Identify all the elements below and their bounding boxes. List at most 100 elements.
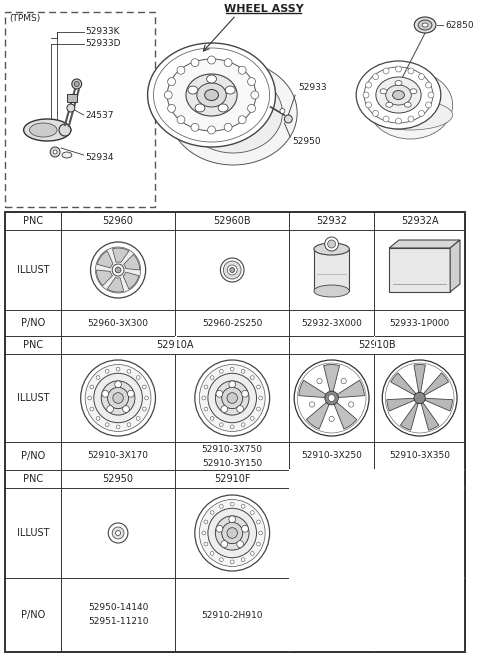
Circle shape [108, 387, 129, 409]
Circle shape [112, 264, 124, 276]
Circle shape [419, 74, 424, 80]
Circle shape [238, 115, 246, 123]
Circle shape [177, 115, 185, 123]
Text: P/NO: P/NO [21, 610, 45, 620]
Polygon shape [421, 403, 439, 430]
Text: 52910-3X170: 52910-3X170 [87, 451, 149, 461]
Ellipse shape [169, 61, 297, 165]
Circle shape [90, 407, 94, 411]
Text: 52910B: 52910B [359, 340, 396, 350]
Polygon shape [423, 373, 448, 395]
Circle shape [241, 558, 245, 562]
Circle shape [116, 531, 120, 535]
Ellipse shape [24, 119, 71, 141]
Text: 52933: 52933 [298, 82, 327, 92]
Text: 52950: 52950 [292, 137, 321, 147]
Text: ILLUST: ILLUST [17, 528, 49, 538]
Text: 52950-14140: 52950-14140 [88, 603, 148, 612]
Circle shape [221, 541, 228, 548]
Circle shape [105, 370, 109, 373]
Circle shape [219, 504, 223, 508]
Bar [67, 94, 77, 102]
Circle shape [230, 267, 235, 273]
Text: PNC: PNC [23, 340, 43, 350]
Circle shape [366, 82, 372, 88]
Ellipse shape [188, 86, 198, 94]
Ellipse shape [197, 83, 226, 107]
Circle shape [219, 558, 223, 562]
Circle shape [204, 542, 208, 546]
Circle shape [53, 150, 57, 154]
Bar [389, 248, 450, 292]
Circle shape [408, 68, 414, 74]
Bar [175, 336, 177, 354]
Ellipse shape [410, 89, 417, 94]
Circle shape [220, 258, 244, 282]
Polygon shape [425, 398, 453, 411]
Circle shape [329, 416, 334, 422]
Circle shape [237, 541, 243, 548]
Polygon shape [389, 240, 460, 248]
Text: 52932: 52932 [316, 216, 347, 226]
Circle shape [204, 520, 208, 524]
Ellipse shape [314, 285, 349, 297]
Polygon shape [391, 373, 416, 395]
Polygon shape [334, 403, 357, 429]
Circle shape [127, 370, 131, 373]
Ellipse shape [386, 85, 411, 105]
Circle shape [284, 115, 292, 123]
Circle shape [257, 542, 260, 546]
Circle shape [208, 56, 216, 64]
Text: 52910-3X250: 52910-3X250 [301, 451, 362, 461]
Circle shape [90, 385, 94, 389]
Ellipse shape [186, 74, 237, 116]
Circle shape [248, 104, 255, 112]
Circle shape [294, 360, 369, 436]
Circle shape [280, 108, 285, 114]
Circle shape [328, 240, 336, 248]
Text: PNC: PNC [23, 216, 43, 226]
Ellipse shape [368, 100, 453, 130]
Ellipse shape [393, 90, 405, 100]
Bar [289, 578, 466, 579]
Circle shape [227, 528, 238, 539]
Circle shape [208, 374, 256, 422]
Circle shape [216, 390, 223, 397]
Circle shape [210, 511, 214, 515]
Circle shape [257, 385, 260, 389]
Circle shape [168, 104, 176, 112]
Circle shape [419, 110, 424, 116]
Circle shape [224, 59, 232, 67]
Circle shape [325, 391, 338, 405]
Ellipse shape [184, 73, 282, 153]
Polygon shape [387, 398, 415, 411]
Text: ILLUST: ILLUST [17, 393, 49, 403]
Circle shape [426, 102, 432, 108]
Bar [289, 470, 291, 652]
Ellipse shape [380, 89, 387, 94]
Ellipse shape [404, 102, 411, 107]
Circle shape [85, 364, 151, 432]
Bar [374, 336, 375, 354]
Text: 24537: 24537 [85, 110, 114, 119]
Circle shape [230, 367, 234, 371]
Circle shape [199, 500, 265, 566]
Circle shape [72, 79, 82, 89]
Circle shape [241, 370, 245, 373]
Circle shape [241, 390, 248, 397]
Ellipse shape [314, 243, 349, 255]
Ellipse shape [395, 81, 402, 86]
Circle shape [383, 68, 389, 74]
Bar [374, 470, 375, 652]
Circle shape [363, 92, 369, 98]
Circle shape [324, 237, 338, 251]
Ellipse shape [29, 123, 57, 137]
Circle shape [191, 59, 199, 67]
Circle shape [127, 423, 131, 426]
Circle shape [168, 78, 176, 86]
Circle shape [128, 390, 134, 397]
Circle shape [229, 381, 236, 387]
Text: 52910F: 52910F [214, 474, 251, 484]
Circle shape [366, 102, 372, 108]
Polygon shape [299, 380, 326, 397]
